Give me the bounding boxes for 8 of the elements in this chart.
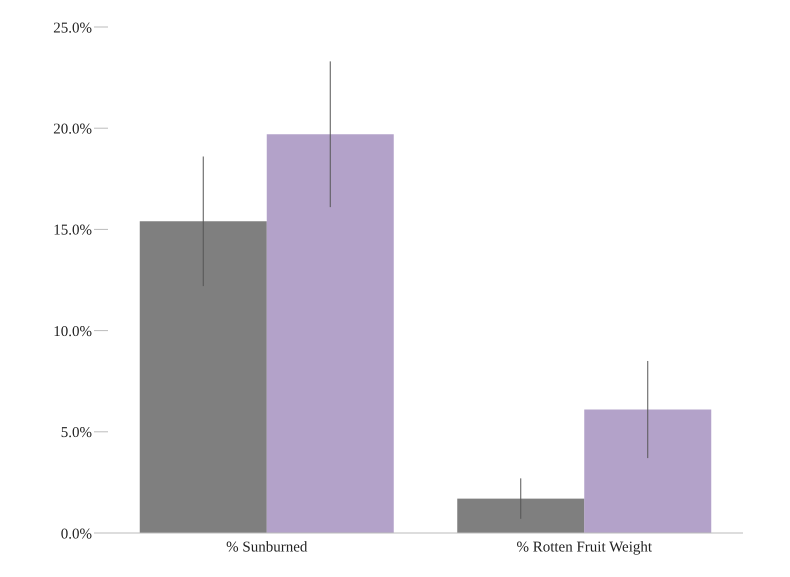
y-tick-label: 0.0% <box>60 526 92 542</box>
y-tick-label: 20.0% <box>53 122 92 138</box>
y-tick-label: 5.0% <box>60 425 92 442</box>
x-tick-label: % Rotten Fruit Weight <box>516 540 653 556</box>
x-tick-label: % Sunburned <box>226 540 308 556</box>
y-tick-label: 15.0% <box>53 222 92 239</box>
y-tick-label: 25.0% <box>53 20 92 36</box>
y-tick-label: 10.0% <box>53 324 92 340</box>
